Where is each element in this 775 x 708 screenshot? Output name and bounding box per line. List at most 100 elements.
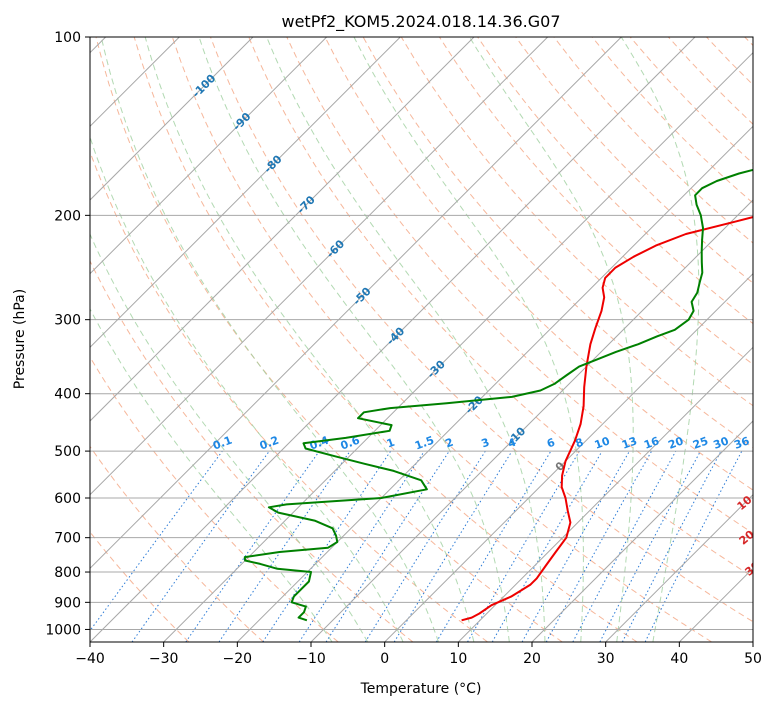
temperature-trace <box>461 216 753 622</box>
dry-adiabat-line <box>210 37 753 623</box>
y-tick-label: 200 <box>54 208 81 224</box>
isotherm-line <box>90 37 475 422</box>
mixing-ratio-label: 4 <box>506 436 518 451</box>
dry-adiabat-label: 30 <box>742 559 762 579</box>
mixing-ratio-label: 3 <box>480 436 492 451</box>
mixing-ratio-line <box>393 450 513 642</box>
mixing-ratio-label: 0.1 <box>211 434 234 453</box>
y-tick-label: 600 <box>54 491 81 507</box>
mixing-ratio-label: 1 <box>385 436 397 451</box>
mixing-ratio-label: 10 <box>593 434 612 452</box>
dry-adiabat-line <box>90 259 414 642</box>
isotherm-line <box>90 37 622 570</box>
mixing-ratio-line <box>644 450 743 642</box>
x-tick-label: 50 <box>744 651 762 667</box>
mixing-ratio-label: 6 <box>545 436 557 451</box>
mixing-ratio-label: 25 <box>691 434 710 451</box>
mixing-ratio-label: 20 <box>666 434 685 452</box>
mixing-ratio-line <box>325 450 450 642</box>
dry-adiabat-line <box>553 37 753 244</box>
x-axis-label: Temperature (°C) <box>360 681 482 697</box>
mixing-ratio-label: 0.4 <box>308 434 331 453</box>
sounding-traces <box>243 168 753 622</box>
mixing-ratio-label: 16 <box>642 434 661 452</box>
x-tick-label: 20 <box>523 651 541 667</box>
dry-adiabat-line <box>591 37 753 204</box>
dry-adiabat-line <box>286 37 753 534</box>
isotherm-line <box>310 199 753 642</box>
x-tick-label: −20 <box>223 651 253 667</box>
x-tick-label: −40 <box>75 651 105 667</box>
moist-adiabat-line <box>90 135 404 642</box>
mixing-ratio-line <box>262 450 392 642</box>
dry-adiabat-line <box>744 37 753 47</box>
dry-adiabat-line <box>133 37 638 642</box>
mixing-ratio-line <box>364 450 486 642</box>
y-tick-label: 400 <box>54 387 81 403</box>
moist-adiabat-line <box>90 232 369 642</box>
y-tick-label: 500 <box>54 444 81 460</box>
x-tick-label: −10 <box>296 651 326 667</box>
mixing-ratio-line <box>298 450 425 642</box>
dry-adiabat-line <box>90 150 488 642</box>
isotherm-line <box>90 37 549 496</box>
isotherm-line <box>90 37 696 642</box>
dry-adiabat-line <box>248 37 753 578</box>
plot-frame <box>89 36 754 643</box>
y-tick-label: 300 <box>54 313 81 329</box>
mixing-ratio-label: 13 <box>620 434 639 451</box>
y-axis: 100 200 300 400 500 600 700 800 900 1000 <box>45 30 90 638</box>
x-tick-label: −30 <box>149 651 179 667</box>
isotherm-line <box>163 51 753 642</box>
mixing-ratio-label: 1.5 <box>413 434 436 453</box>
mixing-ratio-line <box>131 450 270 642</box>
moist-adiabat-line <box>144 37 475 642</box>
y-tick-label: 900 <box>54 595 81 611</box>
dry-adiabat-line <box>324 37 753 491</box>
moist-adiabat-line <box>353 37 584 642</box>
y-tick-label: 100 <box>54 30 81 46</box>
dry-adiabat-label: 10 <box>735 493 755 513</box>
dry-adiabat-line <box>90 445 264 642</box>
y-tick-label: 1000 <box>45 622 81 638</box>
moist-adiabat-line <box>100 37 439 642</box>
dry-adiabat-line <box>90 531 190 642</box>
isotherm-line <box>457 346 753 642</box>
dry-adiabat-line <box>668 37 753 125</box>
mixing-ratio-line <box>90 450 223 632</box>
chart-title: wetPf2_KOM5.2024.018.14.36.G07 <box>281 12 560 32</box>
y-tick-label: 700 <box>54 531 81 547</box>
mixing-ratio-line <box>521 450 630 642</box>
mixing-ratio-label: 8 <box>574 436 586 451</box>
y-axis-label: Pressure (hPa) <box>12 289 28 389</box>
isotherm-line <box>531 420 753 642</box>
dry-adiabat-line <box>515 37 753 284</box>
mixing-ratio-label: 36 <box>732 434 751 452</box>
isotherm-line <box>752 641 753 642</box>
dry-adiabat-label: 20 <box>737 528 757 548</box>
isotherm-line <box>90 37 254 201</box>
x-tick-label: 10 <box>449 651 467 667</box>
mixing-ratio-line <box>218 450 351 642</box>
mixing-ratio-label: 2 <box>443 436 455 451</box>
x-axis: −40 −30 −20 −10 0 10 20 30 40 50 <box>75 642 762 667</box>
dry-adiabat-label: 40 <box>759 586 775 606</box>
moist-adiabat-line <box>90 308 333 642</box>
mixing-ratio-line <box>599 450 701 642</box>
mixing-ratio-line <box>185 450 320 642</box>
x-tick-label: 0 <box>380 651 389 667</box>
isotherm-line <box>90 37 401 349</box>
x-tick-label: 30 <box>597 651 615 667</box>
background-lines <box>90 37 753 642</box>
isotherm-line <box>90 37 328 275</box>
mixing-ratio-line <box>435 450 552 642</box>
isotherm-line <box>236 125 753 642</box>
dewpoint-trace <box>243 168 753 622</box>
dry-adiabat-line <box>171 37 712 642</box>
moist-adiabat-line <box>620 37 700 642</box>
mixing-ratio-line <box>572 450 677 642</box>
isotherm-line <box>678 567 753 642</box>
isotherm-line <box>384 272 753 642</box>
moist-adiabat-line <box>469 37 634 642</box>
